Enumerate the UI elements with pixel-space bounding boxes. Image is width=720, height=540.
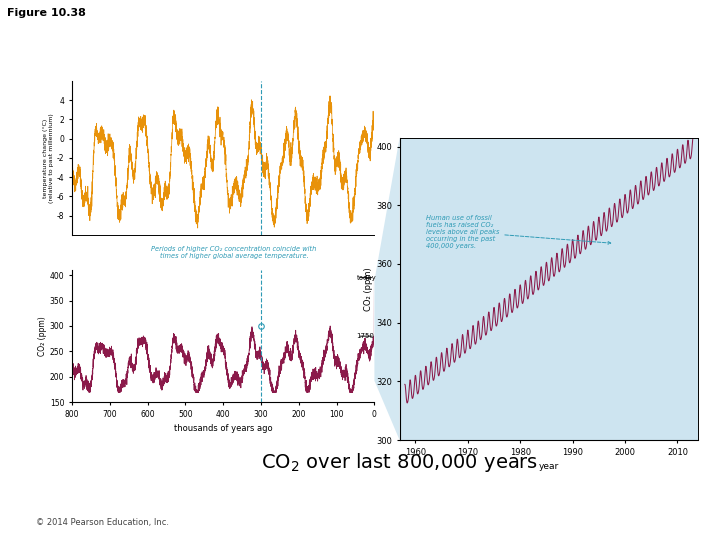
Text: Human use of fossil
fuels has raised CO₂
levels above all peaks
occurring in the: Human use of fossil fuels has raised CO₂…	[426, 214, 611, 249]
Text: CO$_2$ over last 800,000 years: CO$_2$ over last 800,000 years	[261, 451, 539, 474]
Text: 1750: 1750	[356, 333, 374, 339]
Y-axis label: temperature change (°C)
(relative to past millennium): temperature change (°C) (relative to pas…	[43, 113, 54, 203]
X-axis label: thousands of years ago: thousands of years ago	[174, 424, 272, 434]
Text: Figure 10.38: Figure 10.38	[7, 8, 86, 18]
Y-axis label: CO₂ (ppm): CO₂ (ppm)	[38, 316, 47, 356]
X-axis label: year: year	[539, 462, 559, 471]
Text: © 2014 Pearson Education, Inc.: © 2014 Pearson Education, Inc.	[36, 517, 169, 526]
Text: today: today	[356, 275, 377, 281]
Y-axis label: CO₂ (ppm): CO₂ (ppm)	[364, 267, 373, 311]
Text: Periods of higher CO₂ concentration coincide with
times of higher global average: Periods of higher CO₂ concentration coin…	[151, 246, 317, 259]
